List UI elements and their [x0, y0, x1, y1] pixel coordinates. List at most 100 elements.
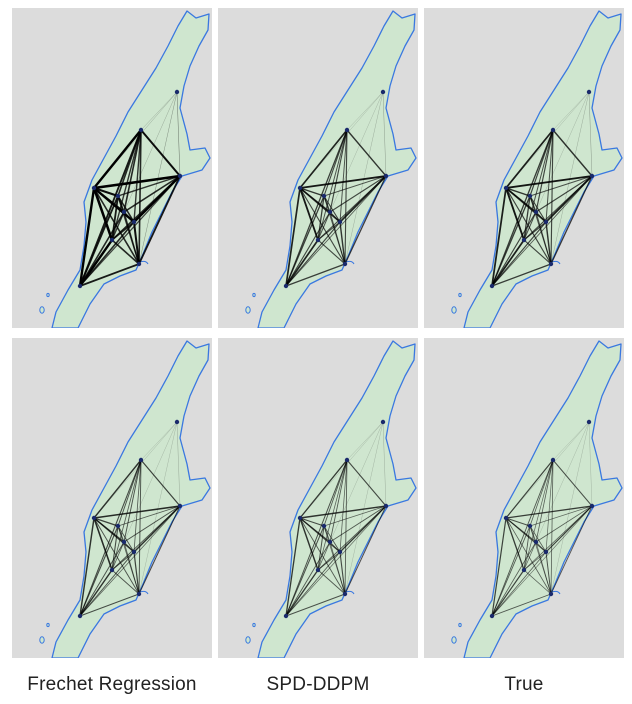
manhattan-network-map	[12, 338, 212, 658]
network-edge	[491, 551, 547, 617]
islet	[39, 636, 45, 644]
network-edge	[79, 221, 135, 287]
network-edge	[111, 239, 140, 265]
network-edge	[299, 505, 387, 519]
network-edge	[285, 459, 348, 617]
network-edge	[79, 505, 181, 617]
islet	[252, 292, 256, 298]
network-edge	[92, 186, 114, 242]
network-node-E	[115, 193, 121, 199]
network-edge	[346, 91, 384, 131]
network-edge	[523, 505, 593, 571]
network-edge	[133, 551, 140, 595]
network-edge	[550, 459, 554, 595]
network-edge	[111, 195, 119, 241]
network-edge	[344, 505, 387, 595]
network-node-I	[548, 591, 554, 597]
network-node-A	[174, 89, 180, 95]
network-edge	[93, 187, 119, 197]
network-node-G	[543, 549, 549, 555]
network-node-J	[283, 283, 289, 289]
network-edge	[535, 211, 552, 265]
network-edge	[299, 459, 348, 519]
network-edge	[123, 505, 181, 543]
network-edge	[329, 129, 348, 213]
map-panel-true-row1	[424, 8, 624, 328]
network-node-D	[297, 515, 303, 521]
network-edge	[529, 505, 593, 527]
network-edge	[133, 221, 140, 265]
network-edge	[285, 541, 331, 617]
map-panel-frechet-row2	[12, 338, 212, 658]
network-edge	[535, 129, 554, 213]
islet	[46, 292, 50, 298]
network-node-J	[283, 613, 289, 619]
network-node-J	[489, 613, 495, 619]
network-edge	[111, 525, 119, 571]
network-edge	[329, 505, 387, 543]
network-node-E	[115, 523, 121, 529]
network-edge	[123, 541, 140, 595]
network-edge	[78, 186, 96, 288]
network-edge	[535, 541, 547, 553]
network-node-I	[342, 591, 348, 597]
network-node-E	[321, 193, 327, 199]
network-edge	[79, 263, 140, 287]
network-edge	[78, 238, 114, 288]
network-edge	[382, 421, 387, 507]
network-edge	[176, 91, 181, 177]
network-edge	[79, 195, 119, 287]
caption-spd-ddpm: SPD-DDPM	[266, 674, 370, 695]
network-edge	[123, 421, 178, 543]
map-panel-spdddpm-row1	[218, 8, 418, 328]
network-edge	[535, 91, 590, 213]
pier	[345, 590, 355, 595]
network-edge	[344, 421, 384, 595]
network-edge	[123, 175, 181, 213]
network-node-E	[527, 193, 533, 199]
network-edge	[545, 129, 554, 223]
network-edges	[285, 421, 387, 617]
network-edge	[93, 517, 119, 527]
network-edge	[323, 195, 341, 223]
network-edge	[535, 175, 593, 213]
network-edge	[545, 459, 554, 553]
network-edge	[491, 211, 537, 287]
network-edge	[317, 459, 348, 571]
network-node-C	[589, 503, 595, 509]
network-edge	[339, 129, 348, 223]
network-edge	[344, 91, 384, 265]
network-node-I	[342, 261, 348, 267]
network-node-H	[521, 567, 527, 573]
network-node-F	[327, 539, 333, 545]
network-edge	[323, 525, 341, 553]
network-node-J	[77, 613, 83, 619]
network-edge	[138, 175, 181, 265]
caption-frechet-regression: Frechet Regression	[27, 674, 197, 695]
network-edge	[111, 175, 181, 241]
network-edge	[329, 211, 341, 223]
network-edge	[285, 551, 341, 617]
islet	[245, 636, 251, 644]
network-edge	[339, 459, 348, 553]
network-edge	[535, 541, 552, 595]
network-edge	[491, 459, 554, 617]
network-node-B	[550, 127, 556, 133]
network-node-D	[503, 185, 509, 191]
network-edge	[117, 175, 181, 197]
network-edge	[550, 505, 593, 595]
network-edge	[491, 129, 554, 287]
network-edge	[550, 91, 590, 265]
network-edge	[123, 211, 135, 223]
network-node-F	[327, 209, 333, 215]
network-node-H	[315, 237, 321, 243]
network-node-C	[383, 503, 389, 509]
islet	[39, 306, 45, 314]
network-edge	[329, 421, 384, 543]
network-edge	[523, 129, 554, 241]
network-edge	[79, 593, 140, 617]
network-node-G	[131, 219, 137, 225]
network-edge	[111, 129, 142, 241]
network-edge	[299, 129, 348, 189]
network-edge	[491, 569, 525, 617]
